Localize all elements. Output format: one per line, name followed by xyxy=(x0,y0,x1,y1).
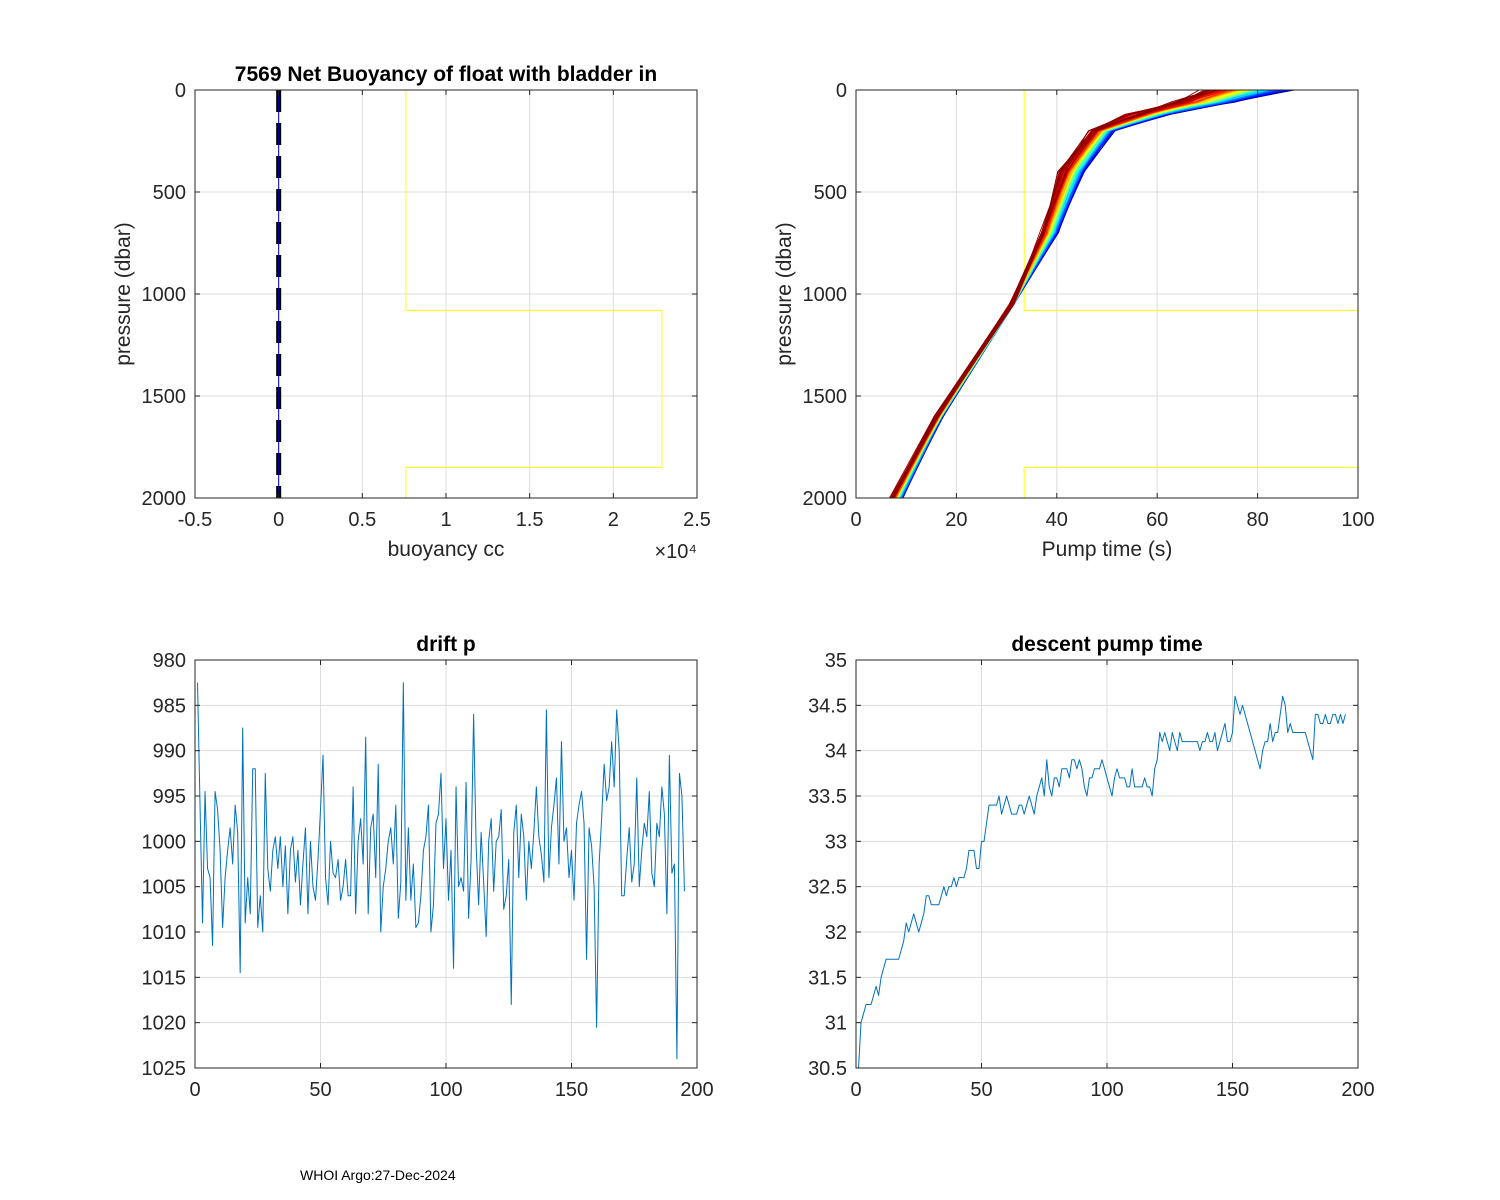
y-tick-label: 1020 xyxy=(142,1013,187,1035)
y-tick-label: 34.5 xyxy=(808,695,847,717)
y-tick-label: 985 xyxy=(153,695,186,717)
y-tick-label: 1500 xyxy=(142,386,187,408)
y-tick-label: 0 xyxy=(175,80,186,102)
y-tick-label: 31 xyxy=(825,1013,847,1035)
x-tick-label: -0.5 xyxy=(178,509,212,531)
y-tick-label: 30.5 xyxy=(808,1058,847,1080)
y-tick-label: 33 xyxy=(825,831,847,853)
y-axis-label: pressure (dbar) xyxy=(112,222,135,366)
x-tick-label: 150 xyxy=(555,1079,588,1101)
y-tick-label: 0 xyxy=(836,80,847,102)
x-tick-label: 200 xyxy=(680,1079,713,1101)
x-tick-label: 1 xyxy=(440,509,451,531)
y-tick-label: 1000 xyxy=(142,284,187,306)
y-tick-label: 1015 xyxy=(142,967,187,989)
x-tick-label: 2 xyxy=(608,509,619,531)
x-tick-label: 0.5 xyxy=(348,509,376,531)
y-tick-label: 995 xyxy=(153,786,186,808)
y-tick-label: 34 xyxy=(825,741,847,763)
plot-area-descentpump xyxy=(858,695,1346,1068)
y-tick-label: 1000 xyxy=(142,831,187,853)
x-tick-label: 0 xyxy=(850,1079,861,1101)
chart-driftp: 0 50 100 150 200 980 985 990 995 1000 1005 1010 1015… xyxy=(142,633,714,1101)
chart-title: descent pump time xyxy=(1011,633,1202,656)
series-profile xyxy=(891,90,1209,498)
x-tick-label: 50 xyxy=(970,1079,992,1101)
x-tick-label: 1.5 xyxy=(516,509,544,531)
y-tick-label: 2000 xyxy=(803,488,848,510)
x-tick-label: 50 xyxy=(309,1079,331,1101)
y-tick-label: 980 xyxy=(153,650,186,672)
y-tick-label: 2000 xyxy=(142,488,187,510)
y-tick-label: 33.5 xyxy=(808,786,847,808)
x-axis-label: buoyancy cc xyxy=(388,538,505,561)
x-tick-label: 80 xyxy=(1246,509,1268,531)
y-tick-label: 35 xyxy=(825,650,847,672)
y-tick-label: 32 xyxy=(825,922,847,944)
x-tick-label: 200 xyxy=(1341,1079,1374,1101)
x-tick-label: 2.5 xyxy=(683,509,711,531)
y-tick-label: 1010 xyxy=(142,922,187,944)
x-tick-label: 0 xyxy=(850,509,861,531)
x-tick-label: 100 xyxy=(1090,1079,1123,1101)
x-exponent-label: ×10⁴ xyxy=(654,541,697,563)
chart-descentpump: 0 50 100 150 200 30.5 31 31.5 32 32.5 33 33.5 34 34.5… xyxy=(808,633,1375,1101)
x-tick-label: 0 xyxy=(189,1079,200,1101)
y-tick-label: 32.5 xyxy=(808,877,847,899)
y-tick-label: 1500 xyxy=(803,386,848,408)
x-tick-label: 150 xyxy=(1216,1079,1249,1101)
chart-title: 7569 Net Buoyancy of float with bladder … xyxy=(235,63,657,86)
y-tick-label: 1000 xyxy=(803,284,848,306)
y-tick-label: 31.5 xyxy=(808,967,847,989)
series-profile xyxy=(892,90,1212,498)
series-descentpump xyxy=(858,695,1346,1068)
y-tick-label: 500 xyxy=(814,182,847,204)
plot-area-buoyancy xyxy=(276,90,663,498)
y-axis-label: pressure (dbar) xyxy=(773,222,796,366)
series-driftp xyxy=(197,682,685,1060)
y-tick-label: 1005 xyxy=(142,877,187,899)
y-tick-label: 1025 xyxy=(142,1058,187,1080)
footer-credit: WHOI Argo:27-Dec-2024 xyxy=(300,1167,456,1183)
chart-title: drift p xyxy=(416,633,475,656)
x-tick-label: 60 xyxy=(1146,509,1168,531)
plot-area-driftp xyxy=(197,682,685,1060)
x-tick-label: 0 xyxy=(273,509,284,531)
x-axis-label: Pump time (s) xyxy=(1042,538,1173,561)
y-tick-label: 500 xyxy=(153,182,186,204)
x-tick-label: 40 xyxy=(1046,509,1068,531)
series-mask-outline xyxy=(405,90,663,498)
x-tick-label: 100 xyxy=(429,1079,462,1101)
x-tick-label: 20 xyxy=(945,509,967,531)
chart-buoyancy: -0.5 0 0.5 1 1.5 2 2.5 0 500 1000 1500 2000 7569 Net… xyxy=(112,63,711,563)
plot-area-pumptime xyxy=(889,90,1358,498)
y-tick-label: 990 xyxy=(153,741,186,763)
x-tick-label: 100 xyxy=(1341,509,1374,531)
